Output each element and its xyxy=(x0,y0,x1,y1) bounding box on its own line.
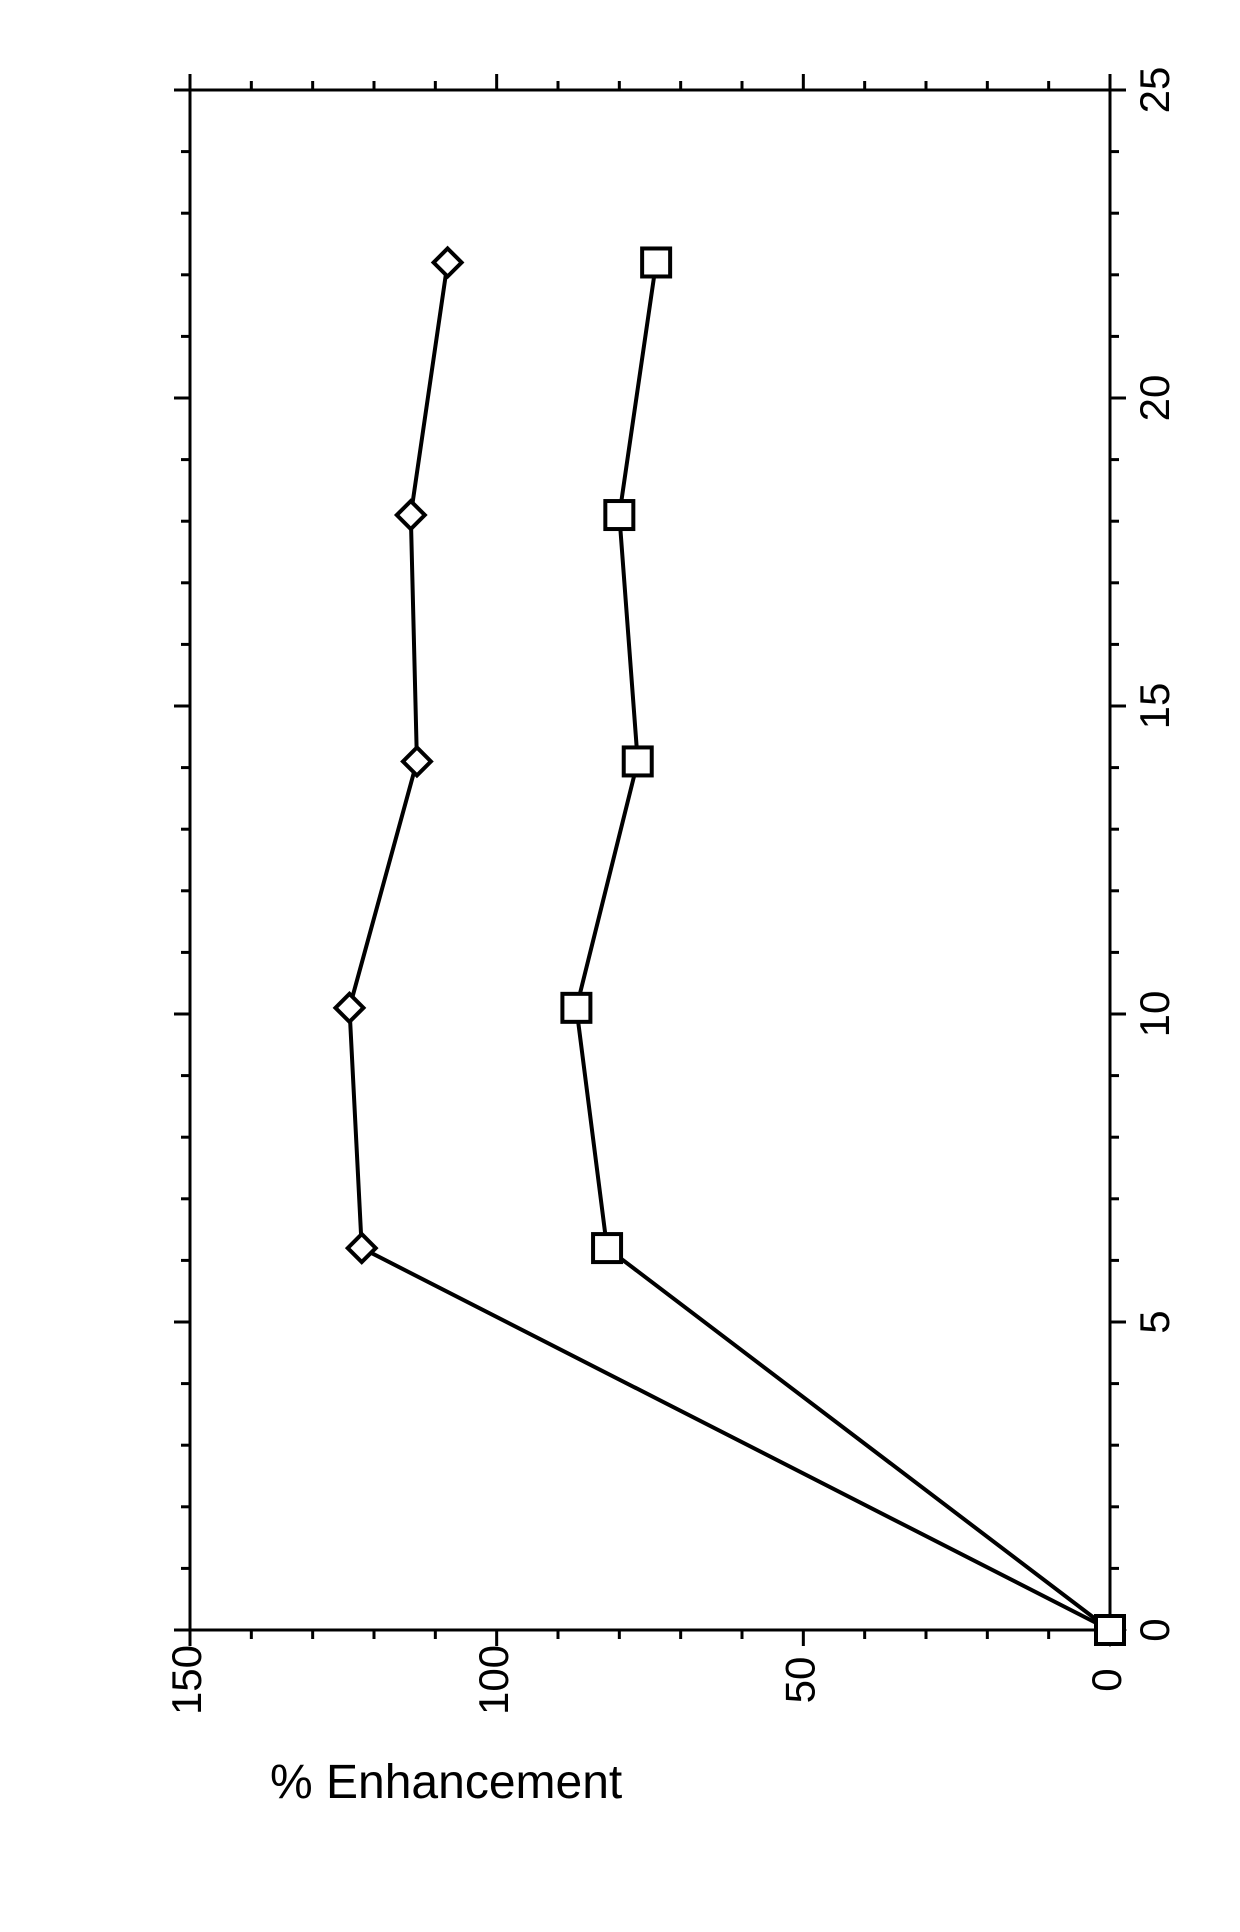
y-axis-label: % Enhancement xyxy=(270,1755,622,1810)
svg-text:150: 150 xyxy=(163,1645,210,1715)
svg-text:15: 15 xyxy=(1131,683,1178,730)
svg-text:20: 20 xyxy=(1131,375,1178,422)
line-chart: 0 50 100 150 0 5 10 15 20 25 xyxy=(50,50,1190,1870)
svg-text:0: 0 xyxy=(1083,1668,1130,1691)
svg-text:100: 100 xyxy=(470,1645,517,1715)
svg-text:50: 50 xyxy=(776,1657,823,1704)
svg-text:5: 5 xyxy=(1131,1310,1178,1333)
svg-text:10: 10 xyxy=(1131,991,1178,1038)
svg-text:25: 25 xyxy=(1131,67,1178,114)
svg-text:0: 0 xyxy=(1131,1618,1178,1641)
chart-container: 0501001500510152025 % Enhancement Time (… xyxy=(50,50,1190,1870)
